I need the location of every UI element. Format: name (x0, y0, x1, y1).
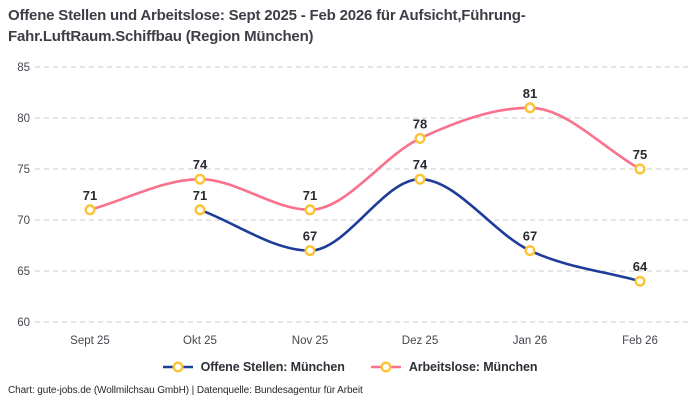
x-axis-tick-label: Sept 25 (70, 335, 110, 347)
data-point-label: 81 (523, 86, 537, 101)
legend-label-arbeitslose: Arbeitslose: München (408, 360, 538, 374)
data-point-marker[interactable] (304, 204, 316, 216)
data-point-label: 74 (413, 157, 428, 172)
data-point-marker[interactable] (194, 204, 206, 216)
data-point-marker[interactable] (414, 132, 426, 144)
legend-swatch-line-marker-icon (162, 361, 193, 373)
series-line-0 (198, 177, 642, 283)
line-chart-plot: 60 65 70 75 80 85 Sept 25 Okt 25 Nov 25 Dez 25 Jan… (17, 62, 690, 347)
data-point-label: 67 (523, 229, 537, 244)
y-axis-tick-label: 70 (17, 215, 30, 227)
data-point-marker[interactable] (84, 204, 96, 216)
data-point-label: 71 (83, 188, 97, 203)
legend-item-arbeitslose[interactable]: Arbeitslose: München (370, 360, 538, 374)
chart-title: Offene Stellen und Arbeitslose: Sept 202… (8, 5, 668, 47)
legend-item-offene-stellen[interactable]: Offene Stellen: München (162, 360, 345, 374)
x-axis-tick-label: Nov 25 (292, 335, 328, 347)
data-point-marker[interactable] (634, 275, 646, 287)
x-axis-tick-label: Dez 25 (402, 335, 438, 347)
legend-swatch-line-marker-icon (370, 361, 401, 373)
data-point-label: 64 (633, 259, 648, 274)
data-point-label: 78 (413, 116, 427, 131)
data-point-marker[interactable] (414, 173, 426, 185)
data-point-marker[interactable] (524, 245, 536, 257)
data-point-label: 74 (193, 157, 208, 172)
attribution-text: Chart: gute-jobs.de (Wollmilchsau GmbH) … (8, 385, 363, 396)
data-point-marker[interactable] (634, 163, 646, 175)
data-point-label: 75 (633, 147, 647, 162)
x-axis-tick-label: Jan 26 (513, 335, 548, 347)
data-point-label: 67 (303, 229, 317, 244)
chart-title-line2: Fahr.LuftRaum.Schiffbau (Region München) (8, 28, 314, 45)
x-axis-tick-label: Feb 26 (622, 335, 658, 347)
series-line-1 (88, 106, 642, 212)
x-axis-tick-label: Okt 25 (183, 335, 217, 347)
data-point-marker[interactable] (524, 102, 536, 114)
y-axis-tick-label: 60 (17, 317, 30, 329)
legend-label-offene-stellen: Offene Stellen: München (200, 360, 345, 374)
data-point-label: 71 (303, 188, 317, 203)
data-point-marker[interactable] (304, 245, 316, 257)
chart-title-line1: Offene Stellen und Arbeitslose: Sept 202… (8, 7, 526, 24)
y-axis-tick-label: 75 (17, 164, 30, 176)
chart-legend: Offene Stellen: München Arbeitslose: Mün… (0, 360, 700, 374)
y-axis-tick-label: 80 (17, 113, 30, 125)
y-axis-tick-label: 85 (17, 62, 30, 74)
data-point-marker[interactable] (194, 173, 206, 185)
data-point-label: 71 (193, 188, 207, 203)
y-axis-tick-label: 65 (17, 266, 30, 278)
